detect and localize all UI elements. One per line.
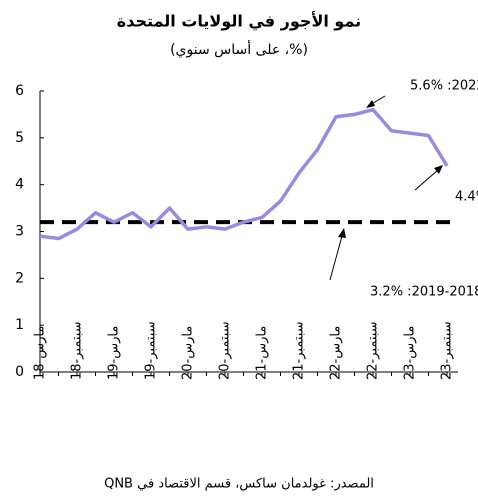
annotation: ذروة الربع 3-2022: %5.6 <box>410 79 478 94</box>
arrowhead <box>366 100 375 108</box>
arrowhead <box>434 165 443 174</box>
y-tick-label: 5 <box>15 130 24 146</box>
arrow <box>414 169 439 191</box>
x-tick-label: سبتمبر-19 <box>144 321 159 380</box>
annotation: الربع 3-2023: %4.4 <box>455 190 478 205</box>
x-tick-label: سبتمبر-21 <box>292 321 307 380</box>
y-tick-label: 6 <box>15 83 24 99</box>
x-tick-label: سبتمبر-18 <box>70 321 85 380</box>
x-tick-label: مارس-18 <box>33 326 48 380</box>
y-tick-label: 3 <box>15 224 24 240</box>
y-tick-label: 4 <box>15 177 24 193</box>
x-tick-label: مارس-23 <box>403 326 418 380</box>
chart-title: نمو الأجور في الولايات المتحدة <box>117 12 361 32</box>
x-tick-label: مارس-21 <box>255 326 270 380</box>
x-tick-label: مارس-20 <box>181 326 196 380</box>
arrow <box>329 235 343 281</box>
x-tick-label: سبتمبر-20 <box>218 321 233 380</box>
x-tick-label: مارس-19 <box>107 326 122 380</box>
y-tick-label: 2 <box>15 270 24 286</box>
chart-subtitle: (%، على أساس سنوي) <box>170 40 308 58</box>
x-tick-label: سبتمبر-22 <box>366 321 381 380</box>
x-tick-label: سبتمبر-23 <box>440 321 455 380</box>
annotation: متوسط 2018-2019: %3.2 <box>370 285 478 300</box>
source: المصدر: غولدمان ساكس، قسم الاقتصاد في QN… <box>104 477 374 492</box>
x-tick-label: مارس-22 <box>329 326 344 380</box>
arrowhead <box>338 228 346 238</box>
line-series <box>39 107 449 241</box>
y-tick-label: 1 <box>15 317 24 333</box>
y-tick-label: 0 <box>15 364 24 380</box>
